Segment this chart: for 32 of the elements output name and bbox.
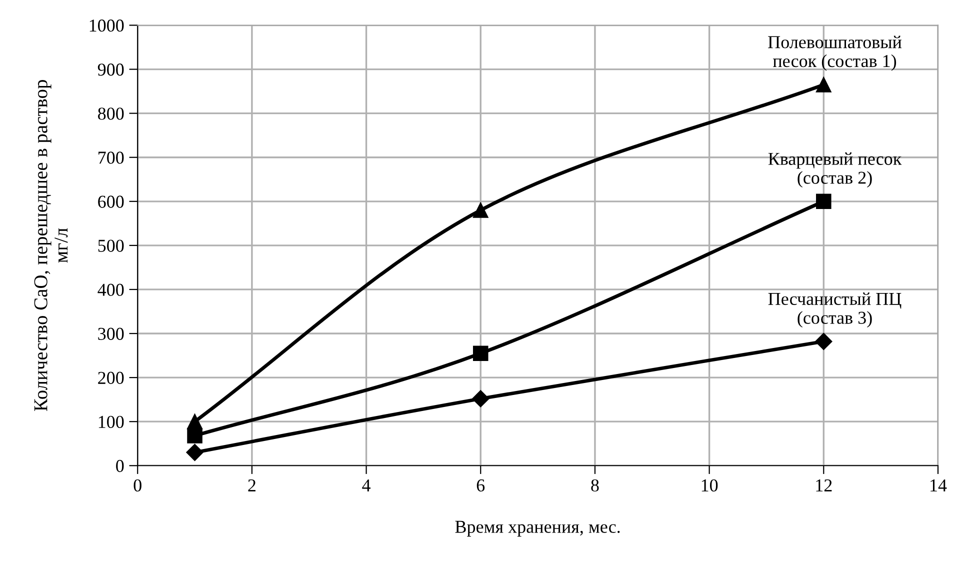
y-tick-label: 800 [98, 108, 124, 120]
y-axis-title: Количество CaO, перешедшее в раствор мг/л [34, 80, 68, 412]
point [472, 390, 490, 408]
point [472, 202, 488, 218]
y-tick-label: 500 [98, 240, 124, 252]
x-tick-label: 12 [816, 479, 832, 492]
point [186, 444, 204, 461]
y-tick-label: 200 [98, 372, 124, 384]
series-label: Песчанистый ПЦ (состав 3) [768, 292, 902, 328]
x-tick-label: 14 [930, 479, 947, 492]
series-label: Кварцевый песок (состав 2) [768, 152, 902, 188]
x-tick-label: 0 [134, 479, 142, 492]
x-tick-label: 8 [591, 479, 599, 492]
y-tick-label: 1000 [90, 20, 124, 32]
x-tick-label: 6 [476, 479, 485, 492]
point [472, 346, 488, 361]
y-tick-label: 300 [98, 328, 124, 340]
point [816, 77, 832, 92]
point [816, 194, 832, 210]
series-label: Полевошпатовый песок (состав 1) [768, 36, 902, 71]
x-tick-label: 2 [248, 479, 256, 492]
y-tick-label: 600 [98, 196, 124, 208]
x-tick-label: 10 [702, 479, 718, 492]
x-axis-title: Время хранения, мес. [455, 520, 620, 537]
y-tick-label: 0 [116, 460, 124, 472]
x-tick-label: 4 [362, 479, 371, 492]
y-tick-label: 100 [98, 416, 124, 428]
y-tick-label: 400 [98, 284, 124, 296]
point [187, 428, 202, 444]
point [815, 332, 832, 350]
y-tick-label: 700 [98, 152, 124, 164]
y-tick-label: 900 [98, 64, 124, 76]
